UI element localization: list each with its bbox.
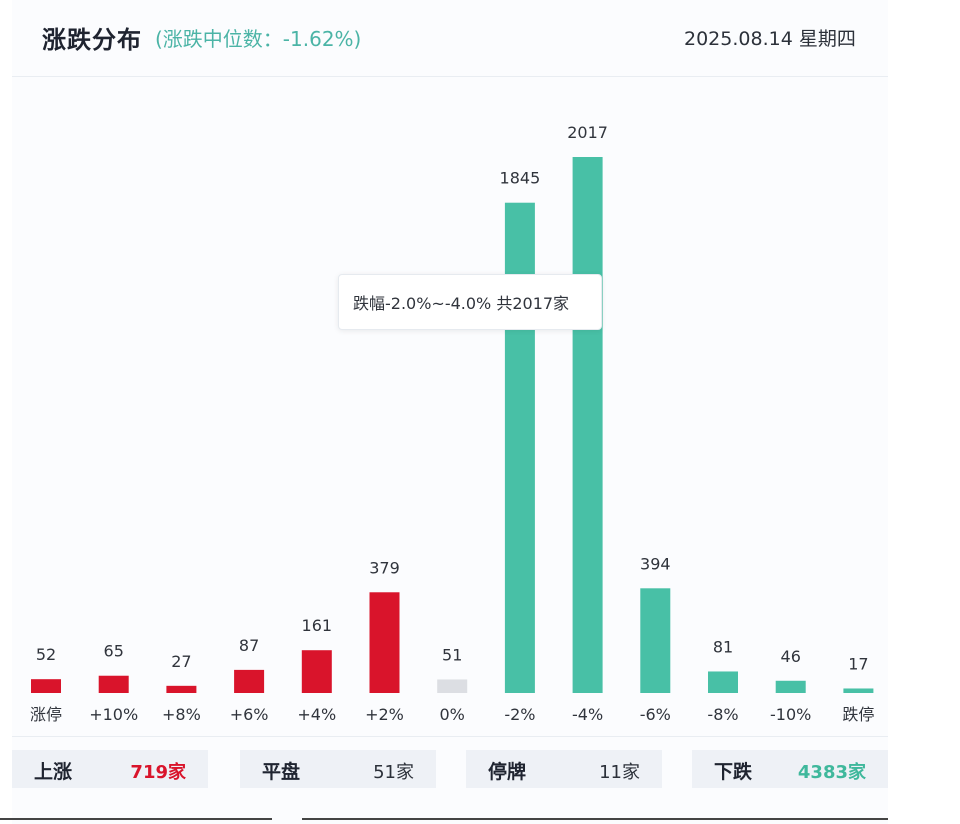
bar-value-label: 87 — [239, 636, 259, 655]
bar-value-label: 65 — [104, 642, 124, 661]
tooltip-text: 跌幅-2.0%~-4.0% 共2017家 — [353, 294, 570, 313]
bar-2[interactable] — [166, 685, 197, 693]
header-bar: 涨跌分布 (涨跌中位数：-1.62%) 2025.08.14 星期四 — [12, 0, 888, 77]
bar-value-label: 51 — [442, 645, 462, 664]
bar-0[interactable] — [31, 679, 61, 693]
category-label: +8% — [162, 705, 201, 724]
bar-12[interactable] — [843, 688, 874, 693]
bar-value-label: 17 — [848, 654, 868, 673]
summary-down: 下跌 4383家 — [692, 750, 888, 788]
bar-1[interactable] — [98, 675, 129, 693]
bar-10[interactable] — [708, 671, 738, 693]
bar-value-label: 27 — [171, 652, 191, 671]
bar-8[interactable] — [572, 157, 603, 693]
divider — [12, 736, 888, 737]
category-label: +10% — [89, 705, 138, 724]
summary-up-value: 719家 — [130, 762, 186, 783]
bar-value-label: 46 — [781, 647, 801, 666]
chart-tooltip: 跌幅-2.0%~-4.0% 共2017家 — [338, 274, 602, 330]
summary-up: 上涨 719家 — [12, 750, 208, 788]
distribution-bar-chart: 52 涨停 65 +10% 27 +8% 87 +6% 161 +4% 379 +2% 51 0% 1845… — [30, 123, 874, 724]
bar-value-label: 2017 — [567, 123, 608, 142]
category-label: +4% — [297, 705, 336, 724]
summary-up-label: 上涨 — [34, 761, 73, 783]
bar-3[interactable] — [234, 669, 265, 693]
category-label: -6% — [640, 705, 671, 724]
trade-date: 2025.08.14 星期四 — [684, 28, 856, 50]
summary-down-value: 4383家 — [797, 762, 866, 783]
bar-value-label: 394 — [640, 554, 671, 573]
summary-down-label: 下跌 — [714, 761, 753, 783]
category-label: 涨停 — [30, 705, 62, 724]
category-label: -8% — [707, 705, 738, 724]
summary-suspended-value: 11家 — [599, 762, 640, 783]
category-label: +2% — [365, 705, 404, 724]
category-label: 跌停 — [842, 705, 874, 724]
category-label: -10% — [770, 705, 811, 724]
bar-value-label: 161 — [302, 616, 333, 635]
bar-value-label: 1845 — [500, 169, 541, 188]
category-label: +6% — [230, 705, 269, 724]
bar-6[interactable] — [437, 679, 468, 693]
bar-value-label: 81 — [713, 637, 733, 656]
median-change-label: (涨跌中位数：-1.62%) — [155, 27, 362, 51]
bar-9[interactable] — [640, 588, 671, 693]
page-title: 涨跌分布 — [42, 26, 142, 54]
category-label: -4% — [572, 705, 603, 724]
summary-flat-label: 平盘 — [262, 761, 301, 783]
bar-5[interactable] — [369, 592, 400, 693]
summary-suspended: 停牌 11家 — [466, 750, 662, 788]
summary-suspended-label: 停牌 — [488, 761, 527, 783]
bar-value-label: 379 — [369, 558, 400, 577]
bar-4[interactable] — [301, 650, 332, 693]
category-label: -2% — [504, 705, 535, 724]
bottom-line-left — [0, 818, 272, 820]
category-label: 0% — [440, 705, 465, 724]
summary-flat: 平盘 51家 — [240, 750, 436, 788]
bar-value-label: 52 — [36, 645, 56, 664]
summary-flat-value: 51家 — [373, 762, 414, 783]
bar-11[interactable] — [775, 680, 806, 693]
bottom-line-right — [302, 818, 888, 820]
